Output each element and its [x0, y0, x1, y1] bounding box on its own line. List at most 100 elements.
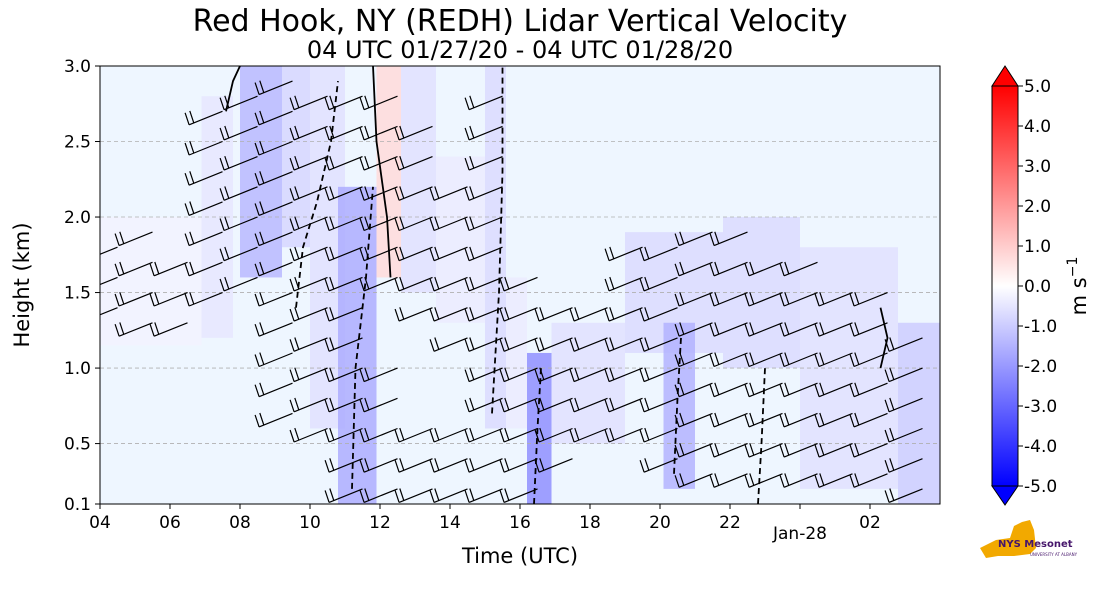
wind-barb-102: [464, 216, 503, 232]
x-tick-label-9: 22: [719, 513, 741, 533]
wind-barb-93: [464, 488, 503, 503]
wind-barb-105: [464, 125, 503, 141]
wind-barb-4: [114, 292, 153, 307]
wind-barb-189: [884, 488, 923, 503]
wind-barb-161: [744, 412, 783, 428]
x-tick-label-11: 02: [859, 513, 881, 533]
velocity-contour-8: [879, 307, 889, 369]
wind-barb-52: [324, 367, 363, 383]
wind-barb-22: [219, 125, 258, 141]
wind-barb-92: [429, 186, 468, 201]
wind-barb-182: [849, 473, 888, 488]
wind-barb-86: [429, 427, 468, 443]
wind-barb-85: [429, 458, 468, 473]
wind-barb-83: [394, 125, 433, 141]
wind-barb-192: [884, 397, 923, 413]
wind-barb-11: [184, 261, 223, 277]
wind-barb-155: [709, 322, 748, 337]
wind-barb-149: [674, 231, 713, 247]
wind-barb-76: [394, 427, 433, 443]
wind-barb-42: [289, 246, 328, 262]
colorbar-tick-label-4: 1.0: [1024, 237, 1051, 257]
wind-barb-178: [814, 382, 853, 398]
wind-barb-67: [359, 276, 398, 292]
wind-barb-10: [184, 292, 223, 307]
wind-barb-150: [709, 473, 748, 488]
wind-barb-65: [359, 397, 398, 413]
wind-barb-5: [114, 261, 153, 277]
wind-barb-14: [184, 171, 223, 186]
wind-barb-17: [219, 276, 258, 292]
wind-barb-157: [709, 261, 748, 277]
colorbar-tick-label-1: 4.0: [1024, 117, 1051, 137]
wind-barb-50: [324, 427, 363, 443]
wind-barb-79: [394, 246, 433, 262]
wind-barb-141: [674, 473, 713, 488]
wind-barb-27: [254, 322, 293, 337]
wind-barb-174: [779, 261, 818, 277]
wind-barb-103: [464, 186, 503, 201]
wind-barb-119: [534, 337, 573, 352]
wind-barb-134: [639, 427, 678, 443]
wind-barb-115: [534, 458, 573, 473]
wind-barb-49: [324, 458, 363, 473]
wind-barb-18: [219, 246, 258, 262]
x-tick-label-6: 16: [509, 513, 531, 533]
wind-barb-73: [359, 95, 398, 111]
x-tick-label-7: 18: [579, 513, 601, 533]
wind-barb-12: [184, 231, 223, 247]
wind-barb-62: [359, 488, 398, 503]
wind-barb-124: [569, 337, 608, 352]
wind-barb-166: [744, 261, 783, 277]
y-tick-label-6: 3.0: [64, 57, 91, 77]
wind-barb-58: [324, 186, 363, 201]
wind-barb-143: [674, 412, 713, 428]
wind-barb-40: [289, 307, 328, 322]
wind-barb-185: [849, 382, 888, 398]
wind-barb-130: [604, 307, 643, 322]
wind-barb-69: [359, 216, 398, 232]
wind-barb-164: [744, 322, 783, 337]
wind-barb-82: [394, 156, 433, 171]
wind-barb-51: [324, 397, 363, 413]
wind-barb-152: [709, 412, 748, 428]
wind-barb-84: [429, 488, 468, 503]
wind-barb-162: [744, 382, 783, 398]
y-tick-label-2: 1.0: [64, 359, 91, 379]
wind-barb-80: [394, 216, 433, 232]
wind-barb-167: [779, 473, 818, 488]
wind-barb-7: [149, 322, 188, 337]
wind-barb-60: [324, 125, 363, 141]
velocity-contour-1: [351, 186, 374, 489]
wind-barb-126: [604, 427, 643, 443]
wind-barb-46: [289, 125, 328, 141]
wind-barb-53: [324, 337, 363, 352]
x-tick-label-3: 10: [299, 513, 321, 533]
velocity-contour-0: [295, 80, 339, 308]
wind-barb-78: [394, 276, 433, 292]
ny-state-shape-icon: [980, 520, 1036, 558]
wind-barb-35: [254, 80, 293, 96]
wind-barb-175: [814, 473, 853, 488]
logo-subtitle: UNIVERSITY AT ALBANY: [1030, 552, 1078, 557]
wind-barb-158: [709, 231, 748, 247]
wind-barb-186: [849, 352, 888, 368]
wind-barb-97: [464, 367, 503, 383]
colorbar-label-units: m s: [1067, 277, 1091, 315]
wind-barb-165: [744, 292, 783, 307]
wind-barb-75: [394, 458, 433, 473]
wind-barb-176: [814, 443, 853, 458]
wind-barb-98: [464, 337, 503, 352]
y-tick-label-3: 1.5: [64, 284, 91, 304]
wind-barb-156: [709, 292, 748, 307]
wind-barb-153: [709, 382, 748, 398]
wind-barb-108: [499, 458, 538, 473]
wind-barb-137: [639, 337, 678, 352]
wind-barb-19: [219, 216, 258, 232]
velocity-region-12: [551, 322, 625, 444]
wind-barb-23: [219, 95, 258, 111]
y-tick-label-5: 2.5: [64, 133, 91, 153]
chart-subtitle: 04 UTC 01/27/20 - 04 UTC 01/28/20: [306, 36, 734, 64]
wind-barb-112: [499, 337, 538, 352]
colorbar-label: m s−1: [1065, 257, 1091, 316]
